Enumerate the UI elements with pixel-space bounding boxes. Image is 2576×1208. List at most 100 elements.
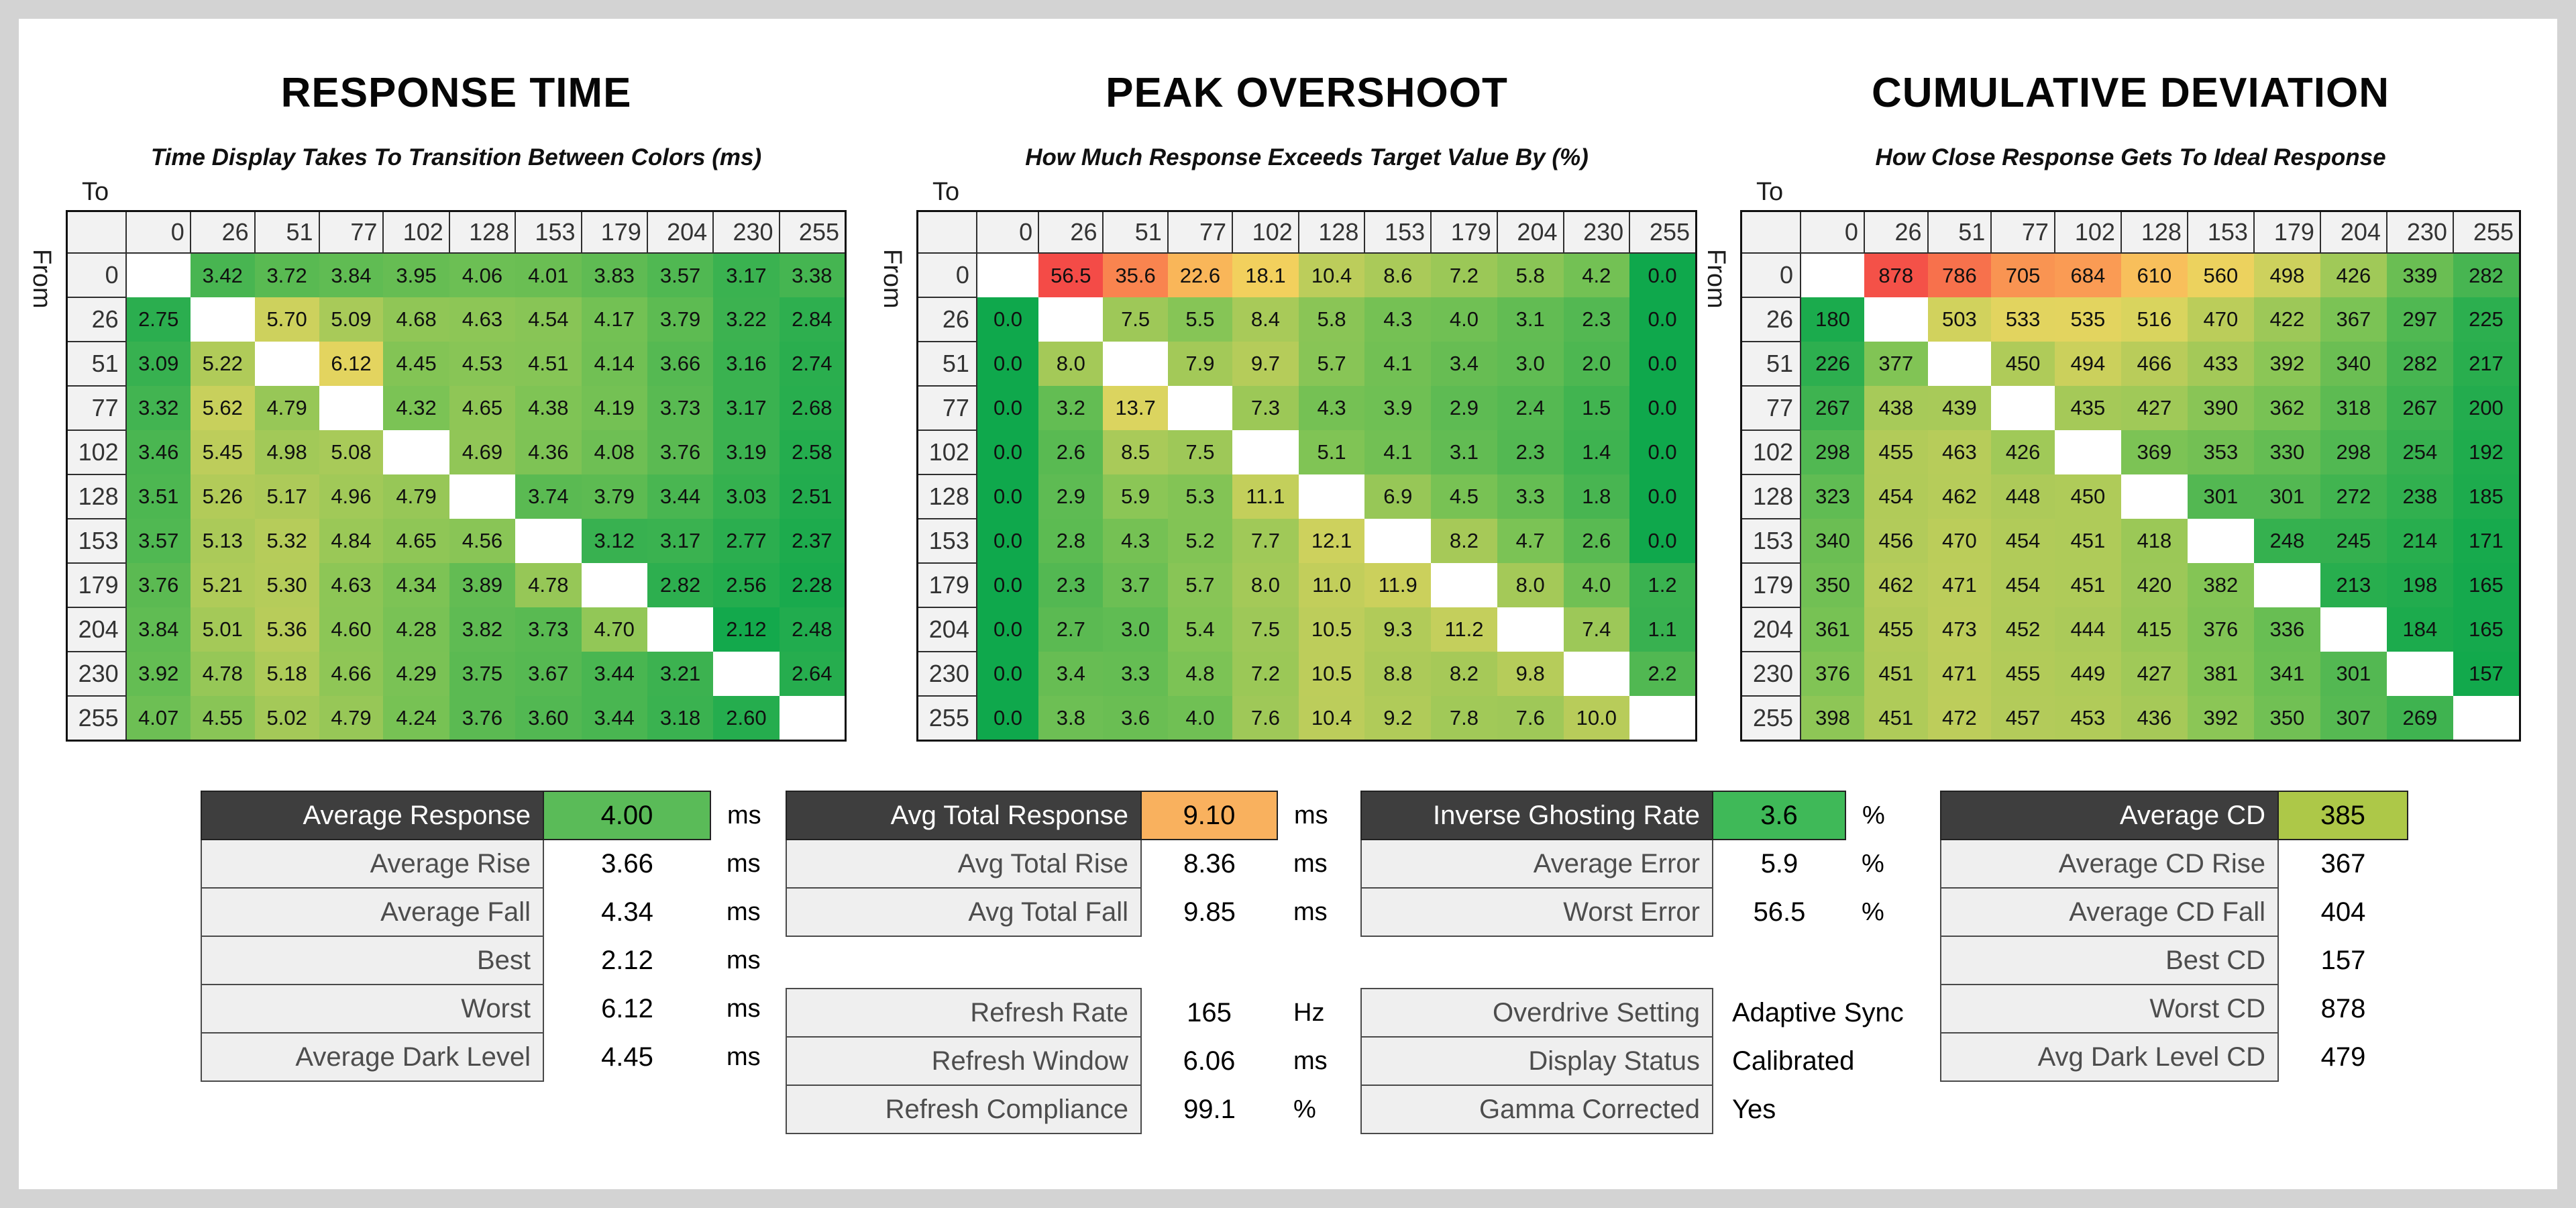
matrix-cell [2453,696,2520,741]
col-header: 230 [2385,210,2454,254]
matrix-cell: 3.32 [125,386,191,430]
summary-row: Average Rise 3.66 ms [201,839,762,889]
matrix-cell: 248 [2253,519,2320,563]
matrix-cell: 5.5 [1167,297,1233,342]
matrix-cell: 184 [2386,607,2453,652]
matrix-cell: 298 [2320,430,2387,474]
summary-row: Refresh Compliance 99.1% [786,1085,1328,1134]
matrix-cell: 2.12 [713,607,780,652]
matrix-cell: 0.0 [1629,519,1697,563]
matrix-cell: 420 [2121,563,2188,607]
matrix-cell: 4.78 [190,652,255,696]
matrix-cell: 3.66 [647,342,714,386]
matrix-cell: 444 [2054,607,2121,652]
matrix-cell [2253,563,2320,607]
matrix-cell: 786 [1927,253,1992,297]
row-unit: % [1862,897,1884,926]
matrix-row: 51 3.09 5.22 6.12 4.45 4.53 4.51 4.14 3.66 3.16 2.… [66,341,846,387]
matrix-cell: 4.36 [515,430,582,474]
matrix-cell: 2.7 [1038,607,1104,652]
matrix-cell: 3.0 [1497,342,1564,386]
row-label: Average Error [1360,839,1713,889]
matrix-cell: 3.17 [713,253,780,297]
matrix-cell: 471 [1927,652,1992,696]
matrix-cell: 0.0 [976,652,1039,696]
matrix-cell: 3.73 [515,607,582,652]
matrix-cell: 4.53 [449,342,516,386]
row-header: 153 [1740,518,1802,564]
matrix-cell: 5.7 [1167,563,1233,607]
matrix-cell: 4.14 [581,342,647,386]
matrix-cell: 3.44 [647,474,714,519]
matrix-cell: 4.96 [319,474,384,519]
matrix-cell: 157 [2453,652,2520,696]
matrix-cell: 494 [2054,342,2121,386]
matrix-cell: 8.4 [1232,297,1299,342]
matrix-cell: 340 [2320,342,2387,386]
row-label: Refresh Compliance [786,1085,1142,1134]
matrix-cell: 470 [2187,297,2254,342]
matrix-cell: 10.4 [1298,253,1365,297]
matrix-cell: 3.1 [1497,297,1564,342]
matrix-cell: 7.5 [1232,607,1299,652]
col-header: 0 [125,210,191,254]
row-label: Refresh Window [786,1036,1142,1086]
matrix-cell: 448 [1991,474,2055,519]
overshoot-summary: Inverse Ghosting Rate 3.6% Average Error 5.… [1360,791,1905,1134]
row-label: Average Rise [201,839,544,889]
matrix-cell: 4.56 [449,519,516,563]
matrix-cell: 10.5 [1298,652,1365,696]
summary-row: Average Error 5.9% [1360,839,1886,889]
matrix-cell: 0.0 [976,563,1039,607]
matrix-cell: 5.8 [1497,253,1564,297]
col-header: 77 [1167,210,1234,254]
row-value: 4.45 [543,1033,710,1081]
row-unit: % [1862,849,1884,878]
summary-row: Avg Total Response 9.10 ms [786,791,1329,840]
matrix-cell [2121,474,2188,519]
matrix-cell: 4.70 [581,607,647,652]
matrix-cell: 56.5 [1038,253,1104,297]
matrix-cell [976,253,1039,297]
matrix-cell: 5.70 [254,297,319,342]
matrix-row: 255 398 451 472 457 453 436 392 350 307 269 [1740,695,2520,742]
row-header: 179 [66,562,127,608]
row-value: 4.00 [543,791,711,840]
matrix-cell: 3.17 [647,519,714,563]
matrix-row: 77 3.32 5.62 4.79 4.32 4.65 4.38 4.19 3.73 3.17 2.… [66,385,846,431]
matrix-cell: 1.5 [1563,386,1630,430]
summary-row: Worst Error 56.5% [1360,887,1886,937]
matrix-cell: 878 [1864,253,1928,297]
matrix-cell: 5.17 [254,474,319,519]
summary-row: Best CD 157 [1940,936,2425,985]
row-unit: % [1862,801,1885,829]
row-header: 26 [66,297,127,342]
col-header: 102 [1232,210,1299,254]
matrix-cell: 450 [2054,474,2121,519]
matrix-cell: 436 [2121,696,2188,741]
matrix-cell: 4.98 [254,430,319,474]
matrix-cell: 6.9 [1364,474,1432,519]
row-value: 6.12 [543,985,710,1033]
matrix-cell: 2.60 [713,696,780,741]
row-value: 6.06 [1141,1037,1277,1085]
matrix-cell: 4.65 [383,519,449,563]
summary-row: Worst CD 878 [1940,984,2425,1034]
col-header: 204 [1496,210,1564,254]
summary-row: Average Dark Level 4.45 ms [201,1032,762,1082]
row-header: 128 [66,474,127,519]
matrix-cell: 4.19 [581,386,647,430]
total-response-summary-table-2: Refresh Rate 165 Hz Refresh Window 6.06 ms Ref… [786,988,1328,1134]
matrix-cell: 3.22 [713,297,780,342]
matrix-cell: 426 [1991,430,2055,474]
matrix-cell: 3.44 [581,696,647,741]
col-header: 204 [2319,210,2387,254]
matrix-cell: 4.65 [449,386,516,430]
col-header: 230 [1562,210,1631,254]
y-axis-label: From [1702,249,1730,309]
row-header: 0 [916,252,977,298]
row-header: 204 [66,607,127,652]
matrix-cell: 4.07 [125,696,191,741]
matrix-cell [1298,474,1365,519]
row-unit: ms [1293,1046,1328,1075]
